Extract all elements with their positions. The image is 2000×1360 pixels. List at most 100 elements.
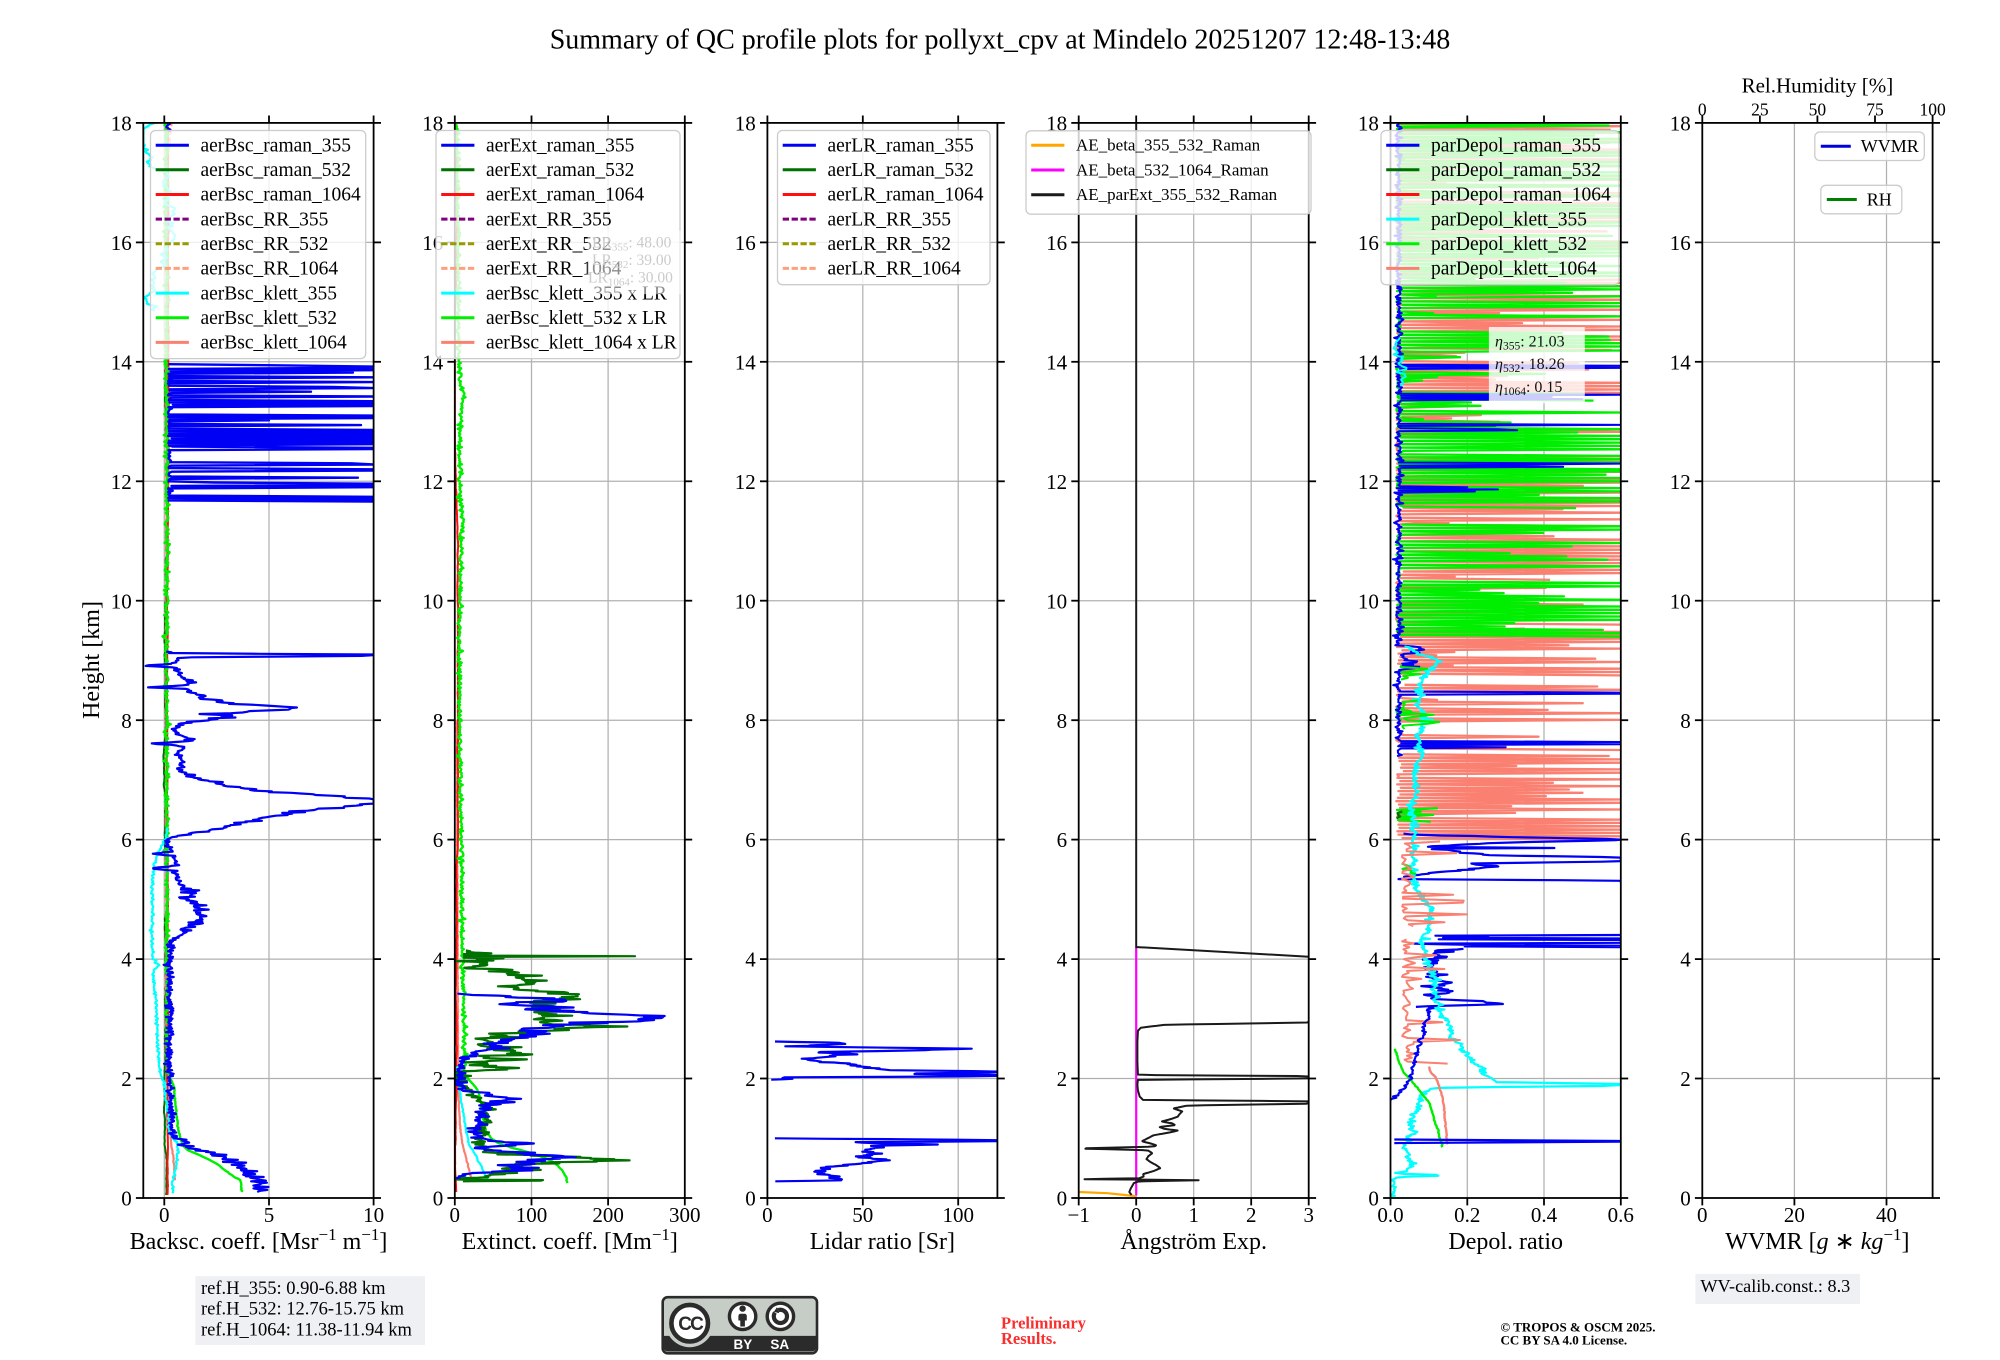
svg-text:50: 50 <box>852 1203 873 1227</box>
svg-text:8: 8 <box>121 709 132 733</box>
svg-text:50: 50 <box>1809 100 1827 120</box>
svg-text:16: 16 <box>1046 231 1067 255</box>
svg-text:aerBsc_raman_355: aerBsc_raman_355 <box>201 135 352 156</box>
svg-text:0: 0 <box>762 1203 773 1227</box>
svg-text:aerExt_RR_355: aerExt_RR_355 <box>486 209 612 230</box>
svg-text:18: 18 <box>111 112 132 136</box>
svg-text:10: 10 <box>735 589 756 613</box>
svg-text:aerLR_raman_355: aerLR_raman_355 <box>828 135 974 156</box>
svg-text:2: 2 <box>1368 1067 1379 1091</box>
svg-text:1: 1 <box>1188 1203 1199 1227</box>
svg-text:3: 3 <box>1303 1203 1314 1227</box>
svg-text:12: 12 <box>1670 470 1691 494</box>
svg-text:Height [km]: Height [km] <box>79 601 105 719</box>
svg-text:Depol. ratio: Depol. ratio <box>1448 1229 1563 1255</box>
svg-text:ref.H_1064: 11.38-11.94 km: ref.H_1064: 11.38-11.94 km <box>201 1320 412 1340</box>
svg-text:100: 100 <box>942 1203 974 1227</box>
svg-text:aerBsc_klett_1064: aerBsc_klett_1064 <box>201 333 347 354</box>
svg-text:18: 18 <box>1358 112 1379 136</box>
svg-text:10: 10 <box>422 589 443 613</box>
svg-text:6: 6 <box>1680 828 1691 852</box>
svg-text:BY: BY <box>734 1337 753 1352</box>
svg-text:WVMR: WVMR <box>1861 136 1919 156</box>
svg-text:18: 18 <box>1046 112 1067 136</box>
svg-text:WV-calib.const.: 8.3: WV-calib.const.: 8.3 <box>1700 1276 1850 1296</box>
svg-text:aerLR_RR_1064: aerLR_RR_1064 <box>828 259 961 280</box>
svg-text:18: 18 <box>422 112 443 136</box>
svg-text:12: 12 <box>1046 470 1067 494</box>
svg-text:4: 4 <box>1368 948 1379 972</box>
svg-text:aerExt_raman_1064: aerExt_raman_1064 <box>486 185 644 206</box>
svg-text:LR355: 48.00: LR355: 48.00 <box>592 235 672 254</box>
svg-text:0: 0 <box>1368 1187 1379 1211</box>
svg-text:10: 10 <box>1670 589 1691 613</box>
svg-text:14: 14 <box>1670 350 1692 374</box>
svg-text:8: 8 <box>1057 709 1068 733</box>
svg-text:AE_beta_355_532_Raman: AE_beta_355_532_Raman <box>1076 136 1261 155</box>
svg-text:SA: SA <box>770 1337 789 1352</box>
svg-text:parDepol_raman_532: parDepol_raman_532 <box>1431 160 1601 181</box>
svg-text:aerBsc_raman_1064: aerBsc_raman_1064 <box>201 185 362 206</box>
svg-text:18: 18 <box>1670 112 1691 136</box>
svg-text:2: 2 <box>745 1067 756 1091</box>
svg-text:aerLR_RR_355: aerLR_RR_355 <box>828 209 951 230</box>
svg-text:parDepol_raman_1064: parDepol_raman_1064 <box>1431 185 1611 206</box>
svg-text:16: 16 <box>1670 231 1691 255</box>
svg-text:14: 14 <box>111 350 133 374</box>
svg-text:2: 2 <box>121 1067 132 1091</box>
svg-text:AE_beta_532_1064_Raman: AE_beta_532_1064_Raman <box>1076 160 1269 179</box>
svg-text:0: 0 <box>159 1203 170 1227</box>
svg-text:14: 14 <box>1358 350 1380 374</box>
svg-text:8: 8 <box>433 709 444 733</box>
svg-text:8: 8 <box>1368 709 1379 733</box>
svg-text:0: 0 <box>1057 1187 1068 1211</box>
svg-text:16: 16 <box>1358 231 1379 255</box>
svg-text:16: 16 <box>735 231 756 255</box>
svg-text:aerLR_raman_532: aerLR_raman_532 <box>828 160 974 181</box>
svg-text:75: 75 <box>1866 100 1884 120</box>
svg-text:aerLR_RR_532: aerLR_RR_532 <box>828 234 951 255</box>
svg-text:LR1064: 30.00: LR1064: 30.00 <box>588 270 673 289</box>
svg-text:aerBsc_klett_355: aerBsc_klett_355 <box>201 283 337 304</box>
svg-text:2: 2 <box>1680 1067 1691 1091</box>
svg-text:14: 14 <box>735 350 757 374</box>
svg-text:100: 100 <box>516 1203 548 1227</box>
svg-text:aerExt_RR_532: aerExt_RR_532 <box>486 234 612 255</box>
svg-text:300: 300 <box>669 1203 701 1227</box>
svg-text:0.0: 0.0 <box>1377 1203 1403 1227</box>
svg-text:Preliminary: Preliminary <box>1001 1314 1087 1333</box>
svg-text:6: 6 <box>745 828 756 852</box>
svg-text:4: 4 <box>121 948 132 972</box>
svg-text:4: 4 <box>433 948 444 972</box>
svg-text:Rel.Humidity [%]: Rel.Humidity [%] <box>1742 73 1894 97</box>
svg-text:4: 4 <box>1680 948 1691 972</box>
svg-text:14: 14 <box>1046 350 1068 374</box>
svg-text:6: 6 <box>1057 828 1068 852</box>
svg-text:Lidar ratio [Sr]: Lidar ratio [Sr] <box>810 1229 955 1255</box>
svg-text:12: 12 <box>735 470 756 494</box>
svg-text:aerBsc_klett_532: aerBsc_klett_532 <box>201 308 337 329</box>
svg-text:0: 0 <box>745 1187 756 1211</box>
svg-text:parDepol_klett_1064: parDepol_klett_1064 <box>1431 259 1597 280</box>
svg-text:0: 0 <box>450 1203 461 1227</box>
svg-text:6: 6 <box>433 828 444 852</box>
svg-text:0: 0 <box>433 1187 444 1211</box>
svg-text:aerBsc_RR_1064: aerBsc_RR_1064 <box>201 259 339 280</box>
svg-text:4: 4 <box>1057 948 1068 972</box>
svg-text:parDepol_klett_532: parDepol_klett_532 <box>1431 234 1587 255</box>
svg-text:0.6: 0.6 <box>1608 1203 1634 1227</box>
svg-text:aerBsc_RR_355: aerBsc_RR_355 <box>201 209 329 230</box>
svg-text:AE_parExt_355_532_Raman: AE_parExt_355_532_Raman <box>1076 185 1278 204</box>
svg-text:25: 25 <box>1751 100 1769 120</box>
svg-text:4: 4 <box>745 948 756 972</box>
svg-text:© TROPOS & OSCM 2025.: © TROPOS & OSCM 2025. <box>1501 1320 1656 1335</box>
svg-text:Backsc. coeff. [Msr−1 m−1]: Backsc. coeff. [Msr−1 m−1] <box>130 1225 388 1255</box>
svg-text:CC: CC <box>678 1314 704 1335</box>
svg-text:η532: 18.26: η532: 18.26 <box>1495 356 1565 375</box>
svg-text:aerBsc_klett_532 x LR: aerBsc_klett_532 x LR <box>486 308 667 329</box>
svg-text:0: 0 <box>1698 100 1707 120</box>
svg-text:parDepol_raman_355: parDepol_raman_355 <box>1431 135 1601 156</box>
svg-text:ref.H_532: 12.76-15.75 km: ref.H_532: 12.76-15.75 km <box>201 1300 405 1320</box>
svg-text:Extinct. coeff. [Mm−1]: Extinct. coeff. [Mm−1] <box>462 1225 678 1255</box>
svg-text:RH: RH <box>1867 189 1892 209</box>
